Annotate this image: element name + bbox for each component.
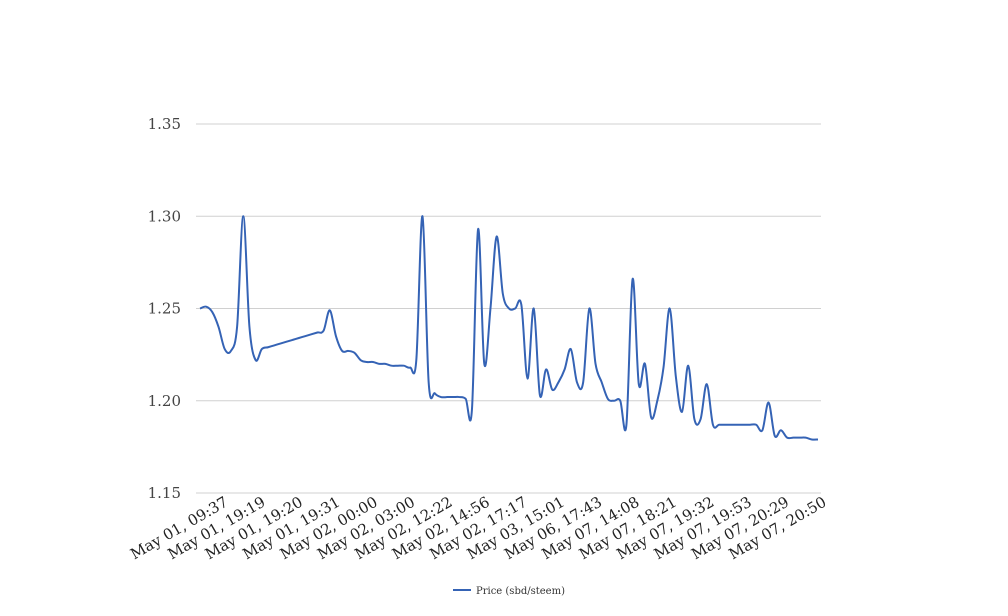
y-axis-ticks: 1.35 1.30 1.25 1.20 1.15: [148, 115, 181, 502]
y-tick-label: 1.35: [148, 115, 181, 133]
series-layer: [199, 215, 819, 441]
series-line-price: [199, 215, 819, 441]
y-tick-label: 1.15: [148, 484, 181, 502]
y-tick-label: 1.20: [148, 392, 181, 410]
y-tick-label: 1.25: [148, 300, 181, 318]
y-tick-label: 1.30: [148, 207, 181, 225]
legend[interactable]: Price (sbd/steem): [453, 586, 565, 597]
legend-label-price: Price (sbd/steem): [476, 586, 565, 597]
